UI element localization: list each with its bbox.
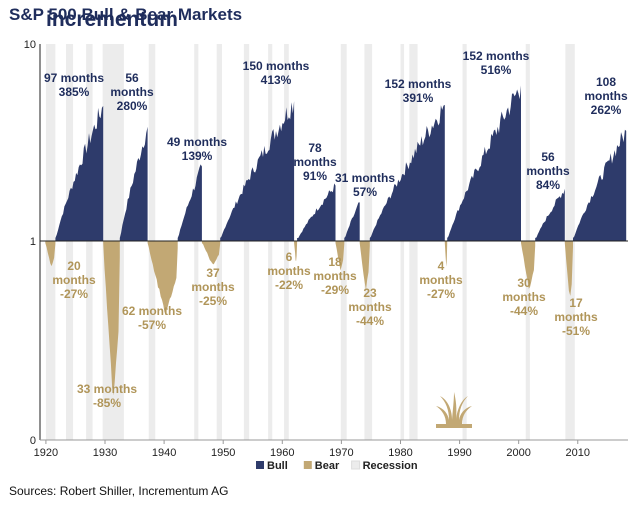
bear-label-9: 30 months -44%: [502, 276, 546, 318]
bull-label-5: 78 months 91%: [293, 141, 337, 183]
bear-market-area-6: [335, 241, 345, 271]
bear-label-5: 6 months -22%: [267, 250, 311, 292]
bear-label-2: 33 months -85%: [77, 382, 137, 410]
x-tick-label: 1950: [211, 447, 235, 459]
x-tick-label: 1990: [447, 447, 471, 459]
x-tick-label: 2000: [506, 447, 530, 459]
recession-band-2: [66, 44, 74, 440]
bull-market-area-4: [220, 101, 295, 241]
bear-market-area-8: [444, 241, 448, 267]
incrementum-logo: [436, 392, 472, 428]
logo-tree-icon: [436, 392, 472, 428]
y-tick-label: 1: [30, 236, 36, 248]
bull-label-7: 152 months 391%: [385, 77, 452, 105]
bear-market-area-10: [564, 241, 573, 296]
bull-market-area-10: [573, 129, 627, 241]
bear-label-1: 20 months -27%: [52, 259, 96, 301]
x-tick-label: 1930: [93, 447, 117, 459]
bull-market-area-5: [297, 183, 336, 241]
bull-market-area-2: [119, 126, 148, 241]
bear-market-area-7: [359, 241, 370, 290]
bull-label-4: 150 months 413%: [243, 59, 310, 87]
bear-label-6: 18 months -29%: [313, 255, 357, 297]
recession-band-8: [243, 44, 250, 440]
y-tick-label: 0: [30, 435, 36, 447]
bear-market-area-4: [201, 241, 221, 265]
x-tick-label: 1940: [152, 447, 176, 459]
bull-label-8: 152 months 516%: [463, 49, 530, 77]
legend-label-recession: Recession: [363, 460, 418, 472]
legend-swatch-recession: [351, 460, 361, 470]
recession-band-9: [268, 44, 273, 440]
bull-market-area-8: [447, 85, 521, 241]
bear-market-area-2: [103, 241, 120, 396]
bear-market-area-3: [147, 241, 178, 313]
recession-band-3: [86, 44, 93, 440]
x-tick-label: 2010: [566, 447, 590, 459]
y-tick-label: 10: [24, 39, 36, 51]
x-tick-label: 1970: [329, 447, 353, 459]
bear-label-4: 37 months -25%: [191, 266, 235, 308]
bull-market-area-9: [535, 188, 565, 241]
legend-label-bull: Bull: [267, 460, 288, 472]
bear-market-area-9: [521, 241, 536, 289]
bear-label-8: 4 months -27%: [419, 259, 463, 301]
source-note: Sources: Robert Shiller, Incrementum AG: [9, 484, 229, 498]
recession-band-15: [462, 44, 467, 440]
bull-label-2: 56 months 280%: [110, 71, 154, 113]
chart-title: S&P 500 Bull & Bear Markets: [9, 5, 243, 24]
bear-label-10: 17 months -51%: [554, 296, 598, 338]
bear-label-7: 23 months -44%: [348, 286, 392, 328]
bear-label-3: 62 months -57%: [122, 304, 182, 332]
recession-band-14: [409, 44, 418, 440]
recession-band-10: [284, 44, 289, 440]
logo-wordmark: incrementum: [46, 8, 178, 31]
bull-label-10: 108 months 262%: [584, 75, 628, 117]
legend-swatch-bear: [303, 461, 312, 469]
x-tick-label: 1960: [270, 447, 294, 459]
x-tick-label: 1920: [34, 447, 58, 459]
bull-market-area-6: [344, 202, 360, 241]
legend-swatch-bull: [256, 461, 264, 469]
bull-label-6: 31 months 57%: [335, 171, 395, 199]
bull-label-9: 56 months 84%: [526, 150, 570, 192]
bull-label-3: 49 months 139%: [167, 135, 227, 163]
bull-market-area-7: [369, 104, 445, 242]
bull-market-area-1: [55, 105, 104, 242]
bull-market-area-3: [177, 164, 202, 241]
recession-band-13: [400, 44, 405, 440]
bull-label-1: 97 months 385%: [44, 71, 104, 99]
x-tick-label: 1980: [388, 447, 412, 459]
bear-market-area-1: [45, 241, 56, 267]
recession-band-6: [194, 44, 199, 440]
bear-market-area-5: [294, 241, 298, 261]
legend-label-bear: Bear: [315, 460, 340, 472]
